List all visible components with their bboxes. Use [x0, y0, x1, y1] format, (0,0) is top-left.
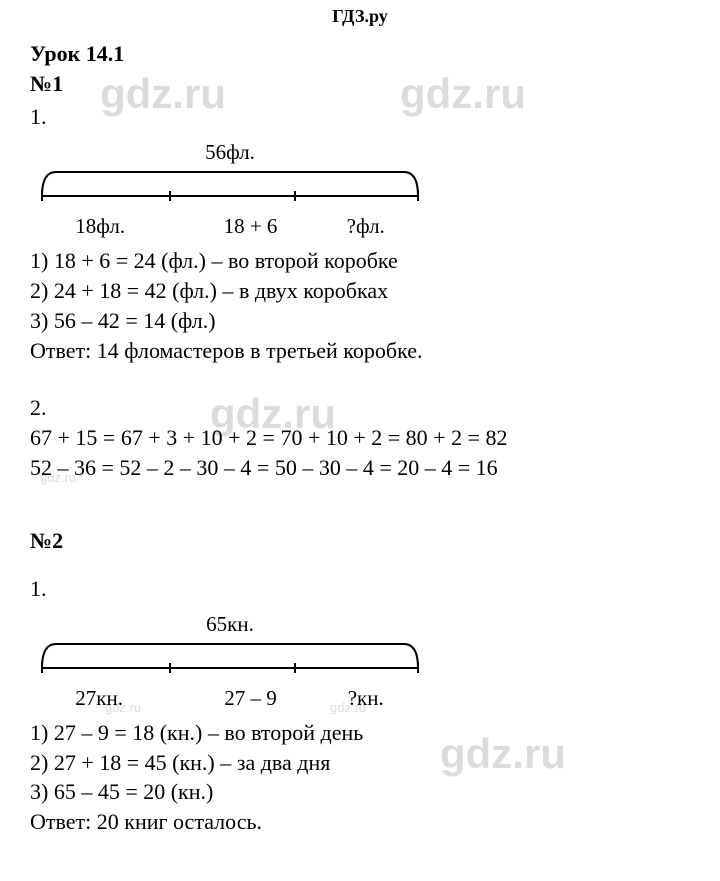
- step-1-1: 1) 18 + 6 = 24 (фл.) – во второй коробке: [30, 246, 700, 276]
- step-2-3: 3) 65 – 45 = 20 (кн.): [30, 777, 700, 807]
- answer-1: Ответ: 14 фломастеров в третьей коробке.: [30, 336, 700, 366]
- step-2-1: 1) 27 – 9 = 18 (кн.) – во второй день: [30, 718, 700, 748]
- seg2-label-2: 27 – 9: [191, 684, 311, 712]
- step-1-2: 2) 24 + 18 = 42 (фл.) – в двух коробках: [30, 276, 700, 306]
- diagram-1: 56фл. 18фл. 18 + 6 ?фл.: [30, 138, 700, 240]
- answer-2: Ответ: 20 книг осталось.: [30, 807, 700, 837]
- page-content: Урок 14.1 №1 1. 56фл. 18фл. 18 + 6 ?фл. …: [0, 27, 720, 837]
- step-2-2: 2) 27 + 18 = 45 (кн.) – за два дня: [30, 748, 700, 778]
- sub-label-2: 2.: [30, 393, 700, 423]
- seg2-label: 18 + 6: [191, 212, 311, 240]
- diagram-1-labels: 18фл. 18 + 6 ?фл.: [30, 212, 700, 240]
- sub-label-1: 1.: [30, 102, 700, 132]
- step-1-3: 3) 56 – 42 = 14 (фл.): [30, 306, 700, 336]
- seg3-label-2: ?кн.: [316, 684, 416, 712]
- segment-diagram-2: [30, 638, 430, 674]
- diagram-2: 65кн. 27кн. 27 – 9 ?кн.: [30, 610, 700, 712]
- problem-2-number: №2: [30, 526, 700, 556]
- seg1-label-2: 27кн.: [75, 684, 185, 712]
- calc-1: 67 + 15 = 67 + 3 + 10 + 2 = 70 + 10 + 2 …: [30, 423, 700, 453]
- problem-1-part-1: 1. 56фл. 18фл. 18 + 6 ?фл. 1) 18 + 6 = 2…: [30, 102, 700, 365]
- lesson-title: Урок 14.1: [30, 39, 700, 69]
- site-header: ГДЗ.ру: [0, 0, 720, 27]
- calc-2: 52 – 36 = 52 – 2 – 30 – 4 = 50 – 30 – 4 …: [30, 453, 700, 483]
- problem-2-part-1: 1. 65кн. 27кн. 27 – 9 ?кн. 1) 27 – 9 = 1…: [30, 574, 700, 837]
- seg1-label: 18фл.: [75, 212, 185, 240]
- diagram-2-total: 65кн.: [50, 610, 410, 638]
- segment-diagram-1: [30, 166, 430, 202]
- problem-1-part-2: 2. 67 + 15 = 67 + 3 + 10 + 2 = 70 + 10 +…: [30, 393, 700, 482]
- problem-1-number: №1: [30, 69, 700, 99]
- sub-label-2-1: 1.: [30, 574, 700, 604]
- diagram-1-total: 56фл.: [50, 138, 410, 166]
- seg3-label: ?фл.: [316, 212, 416, 240]
- diagram-2-labels: 27кн. 27 – 9 ?кн.: [30, 684, 700, 712]
